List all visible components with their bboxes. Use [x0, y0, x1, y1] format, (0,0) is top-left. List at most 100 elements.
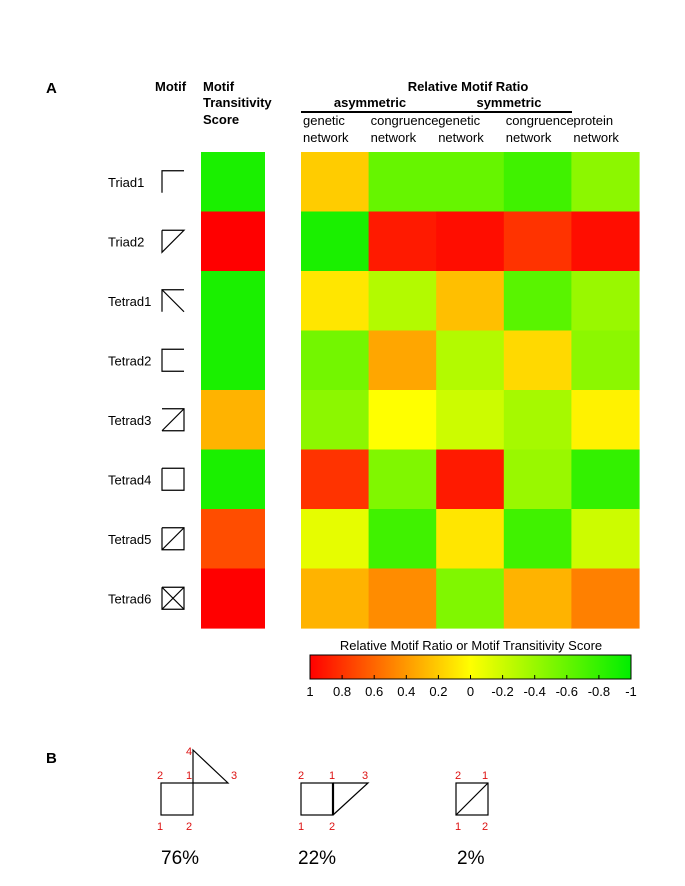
ratio-cell	[571, 152, 640, 213]
tetrad1-motif-icon	[161, 289, 185, 313]
colorbar-tick-label: -0.8	[588, 684, 610, 699]
ratio-cell	[301, 152, 370, 213]
colorbar-title: Relative Motif Ratio or Motif Transitivi…	[340, 638, 602, 653]
transitivity-cell	[201, 449, 265, 510]
row-label-tetrad5: Tetrad5	[108, 532, 151, 547]
transitivity-header-line-2: Transitivity	[203, 95, 272, 110]
motif-header: Motif	[155, 79, 187, 94]
ratio-cell	[368, 271, 437, 332]
ratio-cell	[503, 152, 572, 213]
column-header-line1: genetic	[438, 113, 480, 128]
panel-b-label: B	[46, 750, 57, 767]
column-header-line2: network	[506, 130, 552, 145]
ratio-cell	[436, 152, 505, 213]
node-label: 2	[298, 770, 304, 782]
colorbar-tick-label: -1	[625, 684, 637, 699]
column-header-line2: network	[438, 130, 484, 145]
colorbar-ticks: 1 0.8 0.6 0.4 0.2 0 -0.2 -0.4 -0.6 -0.8 -1	[306, 675, 637, 699]
tetrad6-motif-icon	[161, 586, 185, 610]
triad2-motif-icon	[161, 229, 186, 254]
node-label: 1	[482, 770, 488, 782]
colorbar-tick-label: 0.8	[333, 684, 351, 699]
ratio-cell	[571, 271, 640, 332]
column-header-line2: network	[371, 130, 417, 145]
ratio-cell	[436, 390, 505, 451]
transitivity-header-line-1: Motif	[203, 79, 235, 94]
asymmetric-group-label: asymmetric	[334, 95, 406, 110]
ratio-cell	[301, 271, 370, 332]
motif-b3-icon	[455, 782, 489, 816]
transitivity-cell	[201, 271, 265, 332]
ratio-cell	[436, 211, 505, 272]
row-labels: Triad1 Triad2 Tetrad1 Tetrad2 Tetrad3 Tetrad4…	[108, 175, 151, 607]
ratio-cell	[368, 568, 437, 629]
ratio-cell	[436, 568, 505, 629]
node-label: 3	[231, 770, 237, 782]
motif-b1-node-labels: 4 2 1 3 1 2	[157, 746, 237, 833]
row-label-tetrad6: Tetrad6	[108, 591, 151, 606]
colorbar-tick-label: 0	[467, 684, 474, 699]
ratio-cell	[571, 449, 640, 510]
colorbar-tick-label: -0.4	[523, 684, 545, 699]
ratio-cell	[503, 390, 572, 451]
colorbar-tick-label: 1	[306, 684, 313, 699]
column-header-line1: congruence	[506, 113, 574, 128]
tetrad3-motif-icon	[161, 408, 185, 432]
ratio-cell	[503, 271, 572, 332]
ratio-cell	[571, 211, 640, 272]
ratio-cell	[436, 271, 505, 332]
colorbar-tick-label: -0.6	[556, 684, 578, 699]
ratio-cell	[436, 330, 505, 391]
colorbar-tick-label: 0.4	[397, 684, 415, 699]
ratio-cell	[301, 211, 370, 272]
ratio-cell	[368, 330, 437, 391]
ratio-cell	[436, 449, 505, 510]
ratio-cell	[436, 509, 505, 570]
transitivity-cell	[201, 568, 265, 629]
ratio-cell	[368, 152, 437, 213]
ratio-cell	[301, 449, 370, 510]
panel-a-label: A	[46, 80, 57, 97]
node-label: 2	[157, 770, 163, 782]
ratio-cell	[301, 390, 370, 451]
row-label-tetrad3: Tetrad3	[108, 413, 151, 428]
row-label-tetrad1: Tetrad1	[108, 294, 151, 309]
node-label: 1	[455, 821, 461, 833]
node-label: 1	[298, 821, 304, 833]
motif-b1-percent: 76%	[161, 848, 200, 869]
ratio-cell	[368, 509, 437, 570]
row-label-tetrad4: Tetrad4	[108, 472, 151, 487]
ratio-cell	[368, 390, 437, 451]
column-header-line2: network	[303, 130, 349, 145]
tetrad2-motif-icon	[161, 348, 184, 372]
triad1-motif-icon	[161, 170, 184, 193]
colorbar-tick-label: 0.6	[365, 684, 383, 699]
ratio-cell	[503, 449, 572, 510]
transitivity-column	[201, 152, 265, 629]
ratio-cell	[503, 509, 572, 570]
node-label: 2	[186, 821, 192, 833]
ratio-cell	[301, 509, 370, 570]
colorbar-tick-label: -0.2	[491, 684, 513, 699]
motif-b3-node-labels: 2 1 1 2	[455, 770, 488, 833]
column-header-line2: network	[573, 130, 619, 145]
motif-icons	[161, 170, 186, 610]
ratio-cell	[571, 568, 640, 629]
transitivity-cell	[201, 509, 265, 570]
ratio-cell	[503, 330, 572, 391]
motif-b3-percent: 2%	[457, 848, 485, 869]
ratio-cell	[503, 568, 572, 629]
column-header-line1: protein	[573, 113, 613, 128]
column-header-line1: genetic	[303, 113, 345, 128]
node-label: 1	[329, 770, 335, 782]
node-label: 1	[157, 821, 163, 833]
tetrad4-motif-icon	[161, 467, 185, 491]
motif-b2-icon	[300, 782, 370, 816]
ratio-cell	[571, 390, 640, 451]
ratio-cell	[301, 568, 370, 629]
row-label-triad1: Triad1	[108, 175, 144, 190]
ratio-cell	[368, 449, 437, 510]
motif-b1-icon	[160, 748, 230, 816]
ratio-cell	[571, 330, 640, 391]
panel-b-motifs: 4 2 1 3 1 2 2 1 3 1 2 2 1 1 2	[157, 746, 489, 833]
